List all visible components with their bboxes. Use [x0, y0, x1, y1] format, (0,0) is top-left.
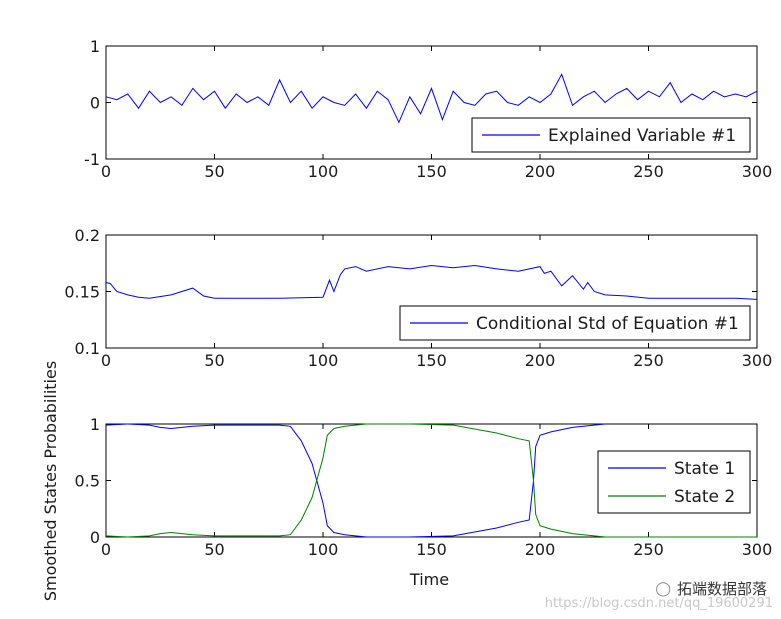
- x-axis-label: Time: [409, 570, 449, 589]
- x-tick-label: 50: [204, 351, 224, 370]
- legend-box: [597, 450, 751, 514]
- y-tick-label: 0: [90, 528, 100, 547]
- x-tick-label: 50: [204, 162, 224, 181]
- y-tick-label: 0: [90, 94, 100, 113]
- x-tick-label: 250: [633, 351, 664, 370]
- y-tick-label: 1: [90, 415, 100, 434]
- legend: State 1 State 2: [597, 450, 751, 514]
- series-line-2: [105, 423, 757, 538]
- y-tick-label: 0.5: [75, 472, 100, 491]
- x-tick-label: 300: [742, 162, 773, 181]
- x-tick-label: 150: [416, 162, 447, 181]
- legend-label: Explained Variable #1: [548, 126, 736, 146]
- series-line-1: [105, 423, 606, 538]
- legend-label: State 1: [674, 459, 735, 479]
- x-tick-label: 300: [742, 540, 773, 559]
- y-axis-label: Smoothed States Probabilities: [41, 361, 60, 601]
- x-tick-label: 250: [633, 162, 664, 181]
- watermark-brand: ◯ 拓端数据部落: [655, 578, 767, 599]
- x-tick-label: 200: [525, 540, 556, 559]
- legend: Explained Variable #1: [471, 117, 751, 153]
- series-line-1: [105, 73, 758, 124]
- x-tick-label: 0: [101, 351, 111, 370]
- wechat-icon: ◯: [655, 580, 671, 597]
- legend: Conditional Std of Equation #1: [399, 305, 751, 341]
- y-tick-label: -1: [84, 150, 100, 169]
- x-tick-label: 200: [525, 351, 556, 370]
- subplot-3: 0 50 100 150 200 250 300 0 0.5 1 State 1 State 2 Tim…: [41, 361, 772, 601]
- legend-label: State 2: [674, 487, 735, 507]
- x-tick-label: 0: [101, 540, 111, 559]
- y-tick-label: 0.15: [64, 283, 100, 302]
- y-tick-label: 0.2: [75, 226, 100, 245]
- x-tick-label: 300: [742, 351, 773, 370]
- legend-label: Conditional Std of Equation #1: [476, 314, 739, 334]
- watermark-url: https://blog.csdn.net/qq_19600291: [544, 596, 773, 611]
- x-tick-label: 100: [308, 351, 339, 370]
- x-tick-label: 200: [525, 162, 556, 181]
- x-tick-label: 0: [101, 162, 111, 181]
- x-tick-label: 250: [633, 540, 664, 559]
- subplot-2: 0 50 100 150 200 250 300 0.1 0.15 0.2 Conditional …: [64, 226, 772, 370]
- y-tick-label: 0.1: [75, 339, 100, 358]
- x-tick-label: 100: [308, 540, 339, 559]
- x-tick-label: 100: [308, 162, 339, 181]
- watermark-brand-text: 拓端数据部落: [676, 580, 767, 598]
- x-tick-label: 50: [204, 540, 224, 559]
- series-line-1: [105, 264, 758, 300]
- x-tick-label: 150: [416, 351, 447, 370]
- y-tick-label: 1: [90, 37, 100, 56]
- x-tick-label: 150: [416, 540, 447, 559]
